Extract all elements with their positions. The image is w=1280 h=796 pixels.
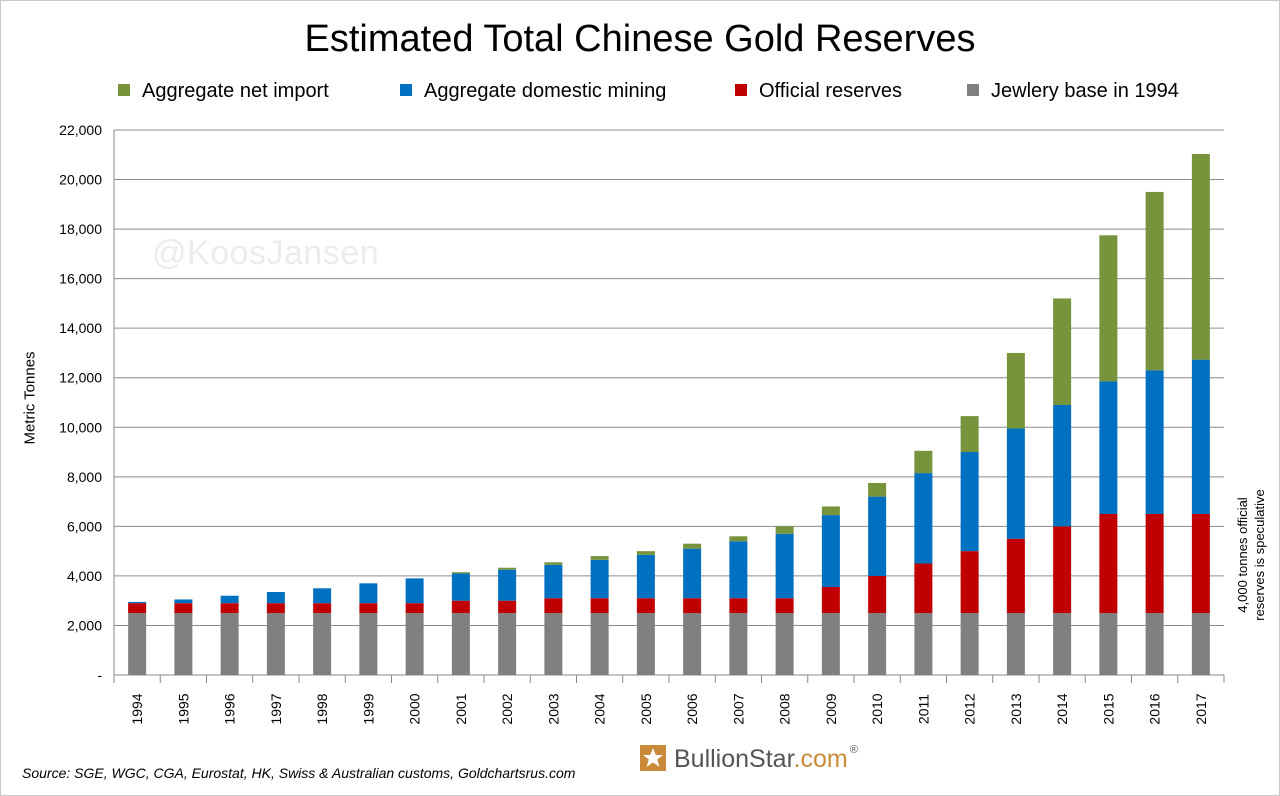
brand: BullionStar.com ® bbox=[640, 744, 858, 774]
bullionstar-logo-icon bbox=[640, 745, 666, 771]
legend-label-official-reserves: Official reserves bbox=[759, 80, 903, 102]
legend-swatch-jewelry-base bbox=[967, 84, 979, 96]
legend-swatch-domestic-mining bbox=[400, 84, 412, 96]
legend: Aggregate net import Aggregate domestic … bbox=[0, 80, 1280, 106]
legend-item-official-reserves: Official reserves bbox=[735, 80, 902, 103]
registered-mark: ® bbox=[849, 744, 858, 756]
watermark: @KoosJansen bbox=[152, 234, 380, 272]
side-note: 4,000 tonnes official reserves is specul… bbox=[1234, 489, 1268, 621]
chart-title: Estimated Total Chinese Gold Reserves bbox=[304, 18, 976, 60]
legend-item-jewelry-base: Jewlery base in 1994 bbox=[967, 80, 1179, 103]
legend-swatch-official-reserves bbox=[735, 84, 747, 96]
legend-label-jewelry-base: Jewlery base in 1994 bbox=[991, 80, 1179, 102]
legend-label-domestic-mining: Aggregate domestic mining bbox=[424, 80, 667, 102]
side-note-line-2: reserves is speculative bbox=[1252, 489, 1267, 621]
y-axis-label: Metric Tonnes bbox=[21, 351, 39, 445]
legend-swatch-net-import bbox=[118, 84, 130, 96]
side-note-line-1: 4,000 tonnes official bbox=[1235, 497, 1250, 613]
legend-label-net-import: Aggregate net import bbox=[142, 80, 329, 102]
legend-item-domestic-mining: Aggregate domestic mining bbox=[400, 80, 666, 103]
source-note: Source: SGE, WGC, CGA, Eurostat, HK, Swi… bbox=[22, 765, 576, 781]
brand-name: BullionStar.com bbox=[674, 745, 848, 773]
legend-item-net-import: Aggregate net import bbox=[118, 80, 329, 103]
